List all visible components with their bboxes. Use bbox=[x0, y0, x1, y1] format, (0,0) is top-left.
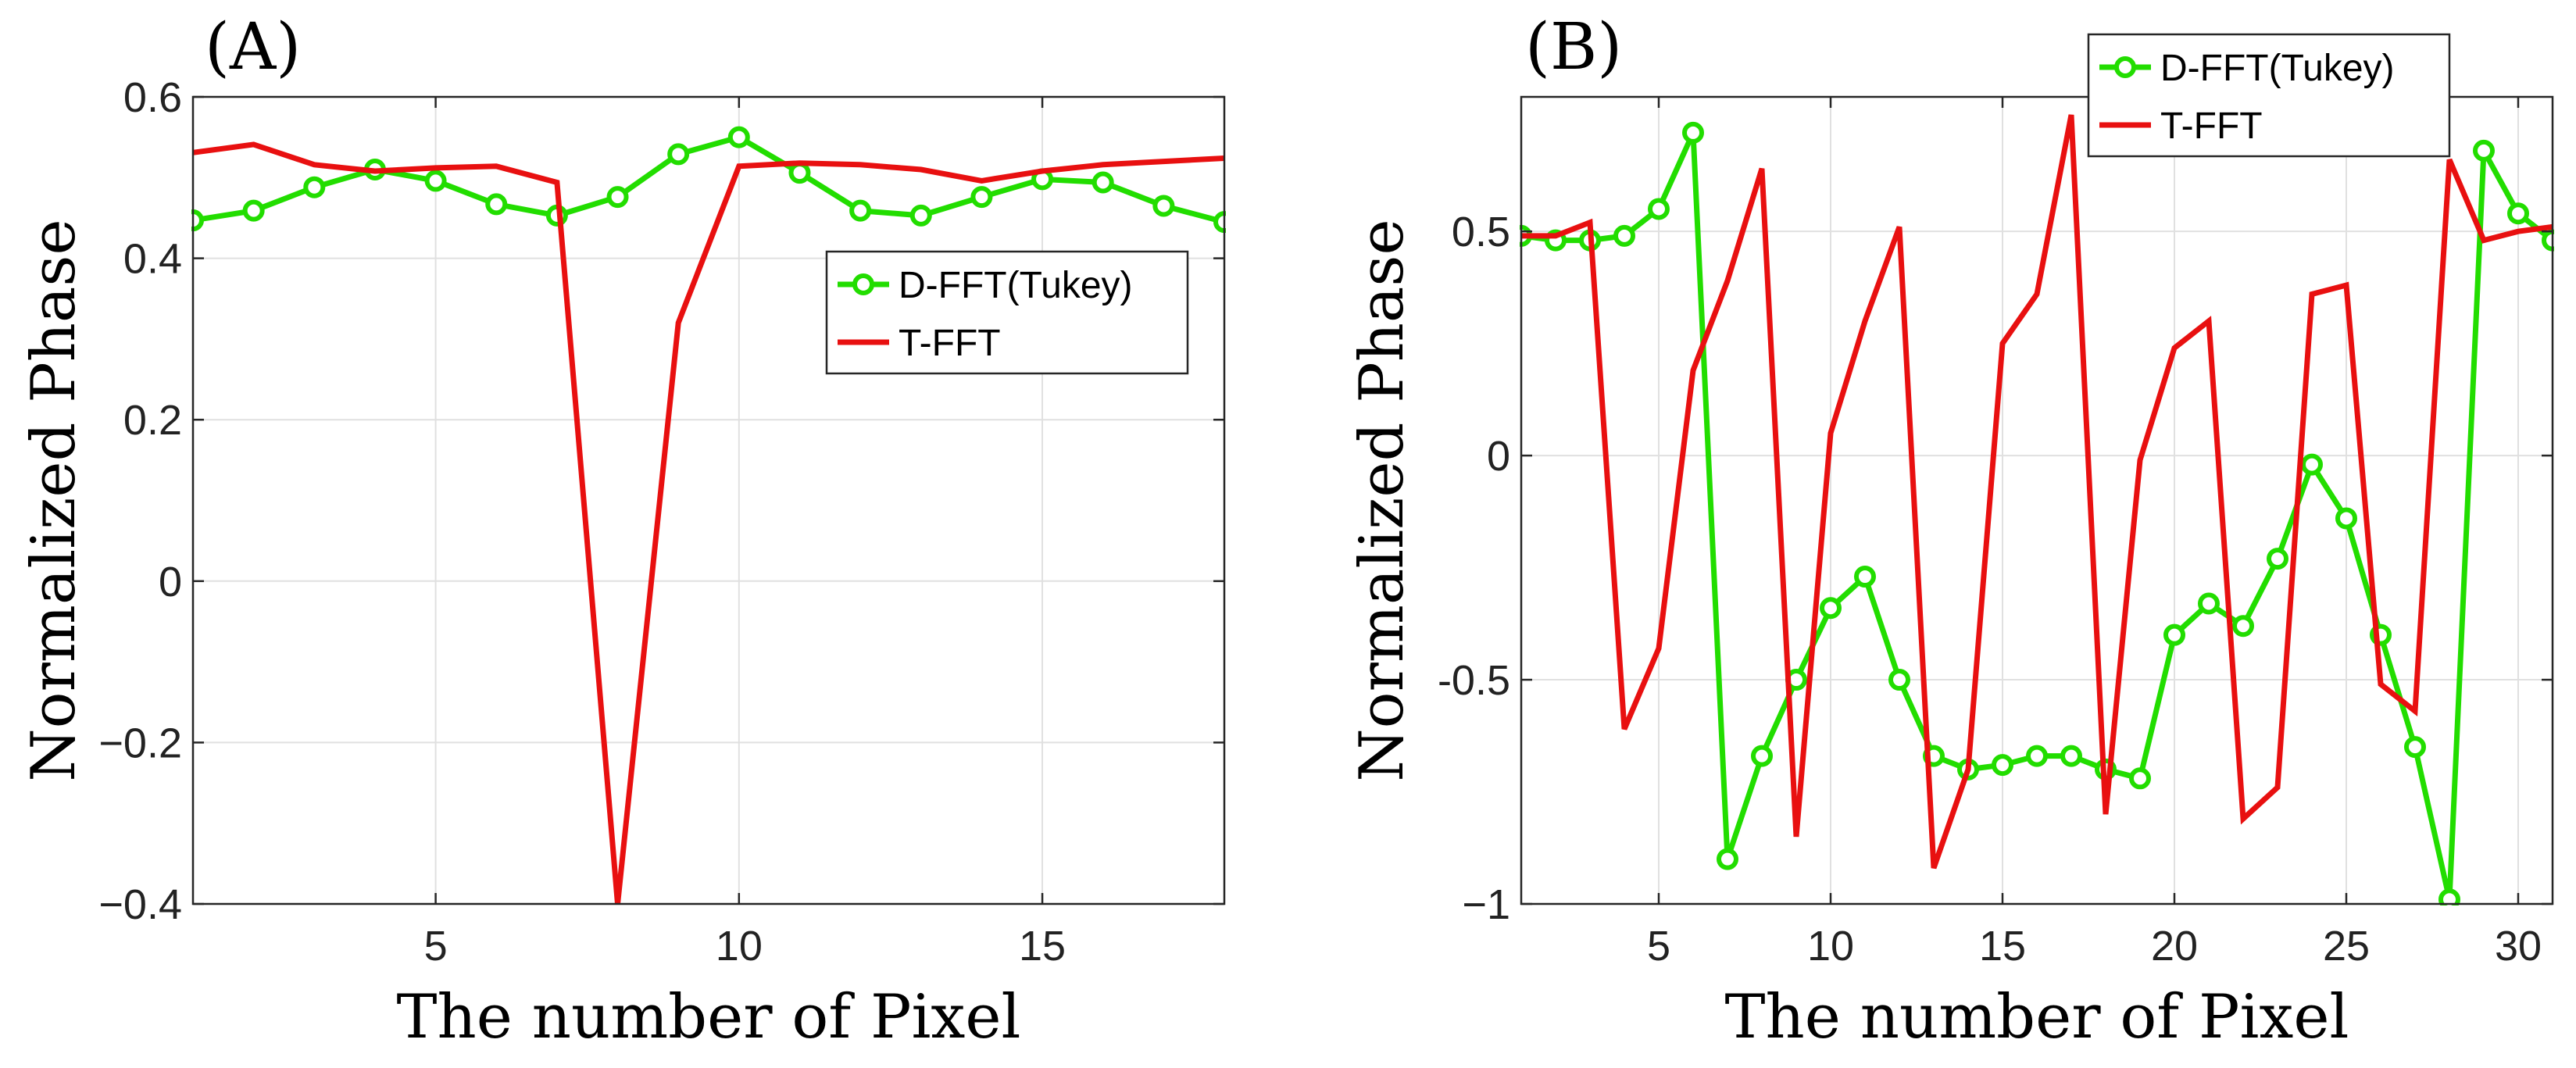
y-axis-title: Normalized Phase bbox=[1347, 219, 1417, 781]
series-line bbox=[1521, 114, 2553, 870]
y-tick-label: −0.2 bbox=[98, 720, 182, 766]
data-point bbox=[2473, 139, 2495, 162]
chart-panel-b: 5 10 15 20 25 30 −1 -0.5 0 0.5 The number of Pixel… bbox=[1347, 10, 2554, 1052]
data-point bbox=[1648, 198, 1670, 220]
data-point bbox=[1613, 224, 1635, 247]
legend-marker bbox=[2114, 56, 2136, 78]
data-point bbox=[970, 186, 993, 209]
data-point bbox=[242, 199, 265, 222]
x-axis-title: The number of Pixel bbox=[1725, 982, 2349, 1052]
data-point bbox=[485, 193, 508, 216]
series-t-fft bbox=[192, 141, 1225, 905]
legend-box bbox=[825, 250, 1189, 375]
data-point bbox=[606, 186, 629, 209]
legend: D-FFT(Tukey) T-FFT bbox=[2087, 33, 2451, 158]
data-point bbox=[849, 199, 872, 222]
data-point bbox=[2404, 736, 2426, 759]
chart-panel-a: 5 10 15 −0.4 −0.2 0 0.2 0.4 0.6 The number of Pix… bbox=[19, 10, 1226, 1052]
data-point bbox=[1751, 745, 1773, 767]
series-line bbox=[192, 141, 1225, 905]
y-tick-label: −0.4 bbox=[98, 881, 182, 928]
legend-label: T-FFT bbox=[2160, 105, 2263, 147]
data-point bbox=[1152, 195, 1175, 217]
y-tick-label: 0 bbox=[159, 559, 182, 605]
data-point bbox=[2198, 592, 2220, 615]
data-point bbox=[1682, 121, 1704, 144]
data-point bbox=[727, 126, 750, 148]
panel-label: (A) bbox=[205, 10, 301, 84]
axes-box bbox=[1520, 95, 2554, 905]
y-axis-title: Normalized Phase bbox=[19, 219, 89, 781]
series-t-fft bbox=[1521, 114, 2553, 870]
y-tick-label: 0.6 bbox=[123, 74, 182, 121]
data-point bbox=[2060, 745, 2082, 767]
x-tick-label: 30 bbox=[2495, 923, 2542, 970]
legend-label: D-FFT(Tukey) bbox=[2160, 48, 2395, 89]
data-point bbox=[2507, 202, 2529, 225]
data-point bbox=[1888, 669, 1910, 691]
data-point bbox=[909, 204, 932, 227]
x-tick-label: 10 bbox=[716, 923, 763, 970]
data-point bbox=[2026, 745, 2048, 767]
legend-label: D-FFT(Tukey) bbox=[899, 265, 1133, 306]
x-axis-title: The number of Pixel bbox=[397, 982, 1021, 1052]
data-point bbox=[2267, 548, 2288, 570]
y-tick-label: -0.5 bbox=[1438, 657, 1510, 704]
data-point bbox=[303, 176, 326, 198]
legend-label: T-FFT bbox=[899, 323, 1001, 364]
legend: D-FFT(Tukey) T-FFT bbox=[825, 250, 1189, 375]
data-point bbox=[667, 143, 690, 166]
data-point bbox=[424, 170, 447, 192]
y-tick-label: 0 bbox=[1487, 433, 1510, 480]
data-point bbox=[1820, 597, 1842, 620]
x-tick-label: 25 bbox=[2323, 923, 2370, 970]
legend-marker bbox=[852, 273, 874, 295]
axes-box bbox=[191, 95, 1226, 905]
x-tick-label: 20 bbox=[2151, 923, 2198, 970]
y-tick-label: −1 bbox=[1462, 881, 1510, 928]
plot-area bbox=[193, 97, 1224, 904]
data-point bbox=[2335, 507, 2357, 530]
x-tick-label: 10 bbox=[1807, 923, 1854, 970]
data-point bbox=[2438, 888, 2460, 905]
y-tick-label: 0.2 bbox=[123, 397, 182, 444]
data-point bbox=[1854, 566, 1876, 588]
x-tick-label: 15 bbox=[1979, 923, 2026, 970]
data-point bbox=[2163, 623, 2185, 646]
data-point bbox=[2129, 767, 2151, 790]
data-point bbox=[788, 162, 811, 184]
x-tick-label: 15 bbox=[1019, 923, 1066, 970]
x-tick-label: 5 bbox=[424, 923, 448, 970]
y-tick-label: 0.5 bbox=[1452, 209, 1510, 255]
x-tick-label: 5 bbox=[1647, 923, 1670, 970]
data-point bbox=[1992, 754, 2013, 777]
data-point bbox=[1717, 848, 1738, 870]
data-point bbox=[1091, 171, 1114, 194]
data-point bbox=[2301, 453, 2323, 476]
y-tick-label: 0.4 bbox=[123, 236, 182, 283]
panel-label: (B) bbox=[1525, 10, 1622, 84]
data-point bbox=[2232, 615, 2254, 638]
legend-box bbox=[2087, 33, 2451, 158]
